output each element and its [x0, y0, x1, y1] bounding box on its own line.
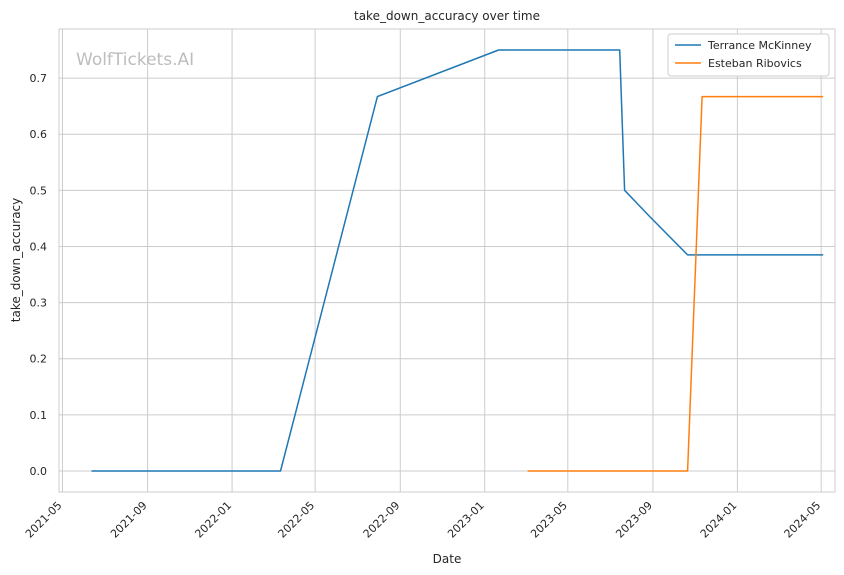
- y-tick-label: 0.0: [30, 465, 48, 478]
- legend: Terrance McKinney Esteban Ribovics: [667, 33, 830, 77]
- y-tick-label: 0.5: [30, 184, 48, 197]
- y-tick-label: 0.4: [30, 240, 48, 253]
- y-tick-label: 0.7: [30, 72, 48, 85]
- plot-frame: [58, 28, 836, 493]
- y-tick-label: 0.6: [30, 128, 48, 141]
- legend-label-2: Esteban Ribovics: [708, 57, 802, 70]
- series-line-2: [527, 95, 824, 472]
- y-tick-labels: 0.0 0.1 0.2 0.3 0.4 0.5 0.6 0.7: [30, 72, 48, 478]
- legend-box: [667, 33, 830, 77]
- y-tick-label: 0.2: [30, 353, 48, 366]
- y-axis-label: take_down_accuracy: [9, 198, 23, 322]
- legend-label-1: Terrance McKinney: [707, 39, 812, 52]
- y-tick-label: 0.3: [30, 297, 48, 310]
- chart-title: take_down_accuracy over time: [354, 9, 540, 23]
- series-line-1: [91, 49, 824, 472]
- watermark: WolfTickets.AI: [76, 50, 194, 70]
- y-tick-label: 0.1: [30, 409, 48, 422]
- x-axis-label: Date: [433, 552, 462, 566]
- series-group: [91, 49, 824, 472]
